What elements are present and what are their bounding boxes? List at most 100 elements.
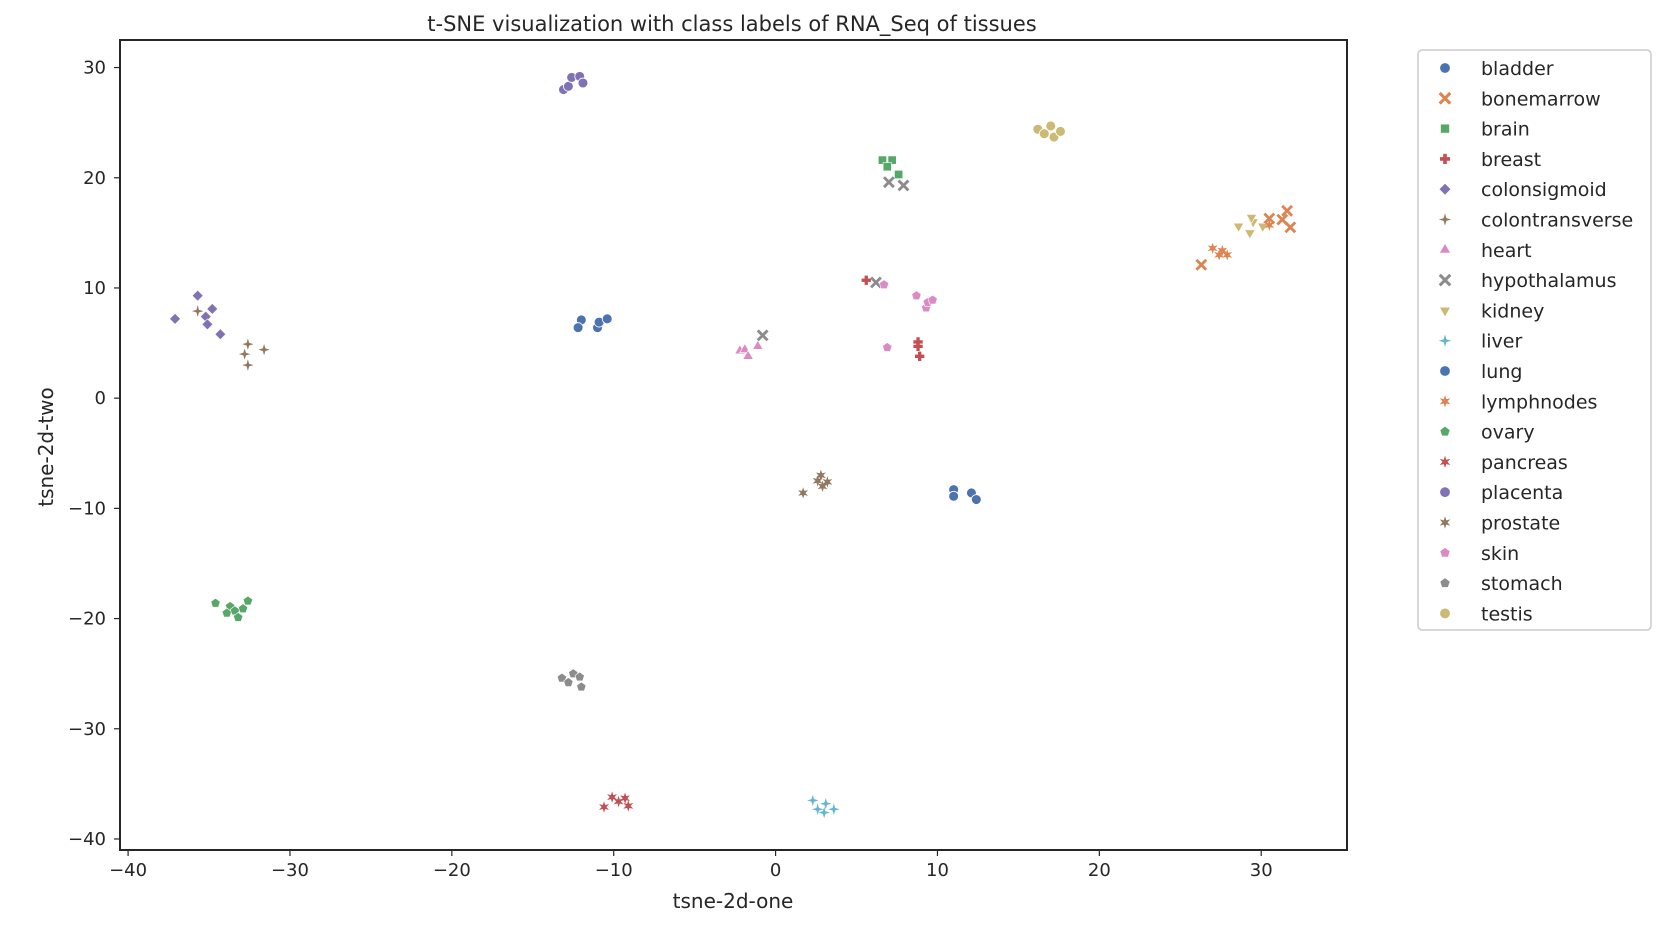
legend-label-colontransverse: colontransverse [1481,210,1633,232]
kidney-point [1257,222,1269,233]
heart-legend-marker [1438,242,1452,254]
hypothalamus-point [870,276,882,289]
pancreas-point [599,801,609,813]
placenta-point [577,77,589,89]
legend-label-lung: lung [1481,361,1522,383]
legend-label-ovary: ovary [1481,422,1535,444]
brain-legend-marker [1440,123,1450,134]
x-tick-label: 10 [926,860,949,881]
legend-label-liver: liver [1481,331,1522,353]
bonemarrow-point [1281,204,1294,217]
ovary-legend-marker [1439,425,1451,437]
breast-point [914,351,925,361]
legend-label-skin: skin [1481,543,1519,565]
kidney-legend-marker [1438,306,1452,318]
legend-label-bonemarrow: bonemarrow [1481,88,1601,110]
colonsigmoid-point [201,318,214,331]
legend-label-lymphnodes: lymphnodes [1481,391,1597,413]
lung-point [948,490,959,502]
stomach-point [576,681,587,692]
brain-point [882,162,892,172]
skin-point [927,294,938,305]
kidney-point [1232,222,1245,233]
legend-label-heart: heart [1481,240,1532,262]
bonemarrow-point [1263,212,1276,225]
prostate-point [798,487,809,499]
x-axis-label: tsne-2d-one [673,889,794,913]
prostate-point [822,476,833,488]
hypothalamus-point [756,329,769,342]
legend-label-testis: testis [1481,603,1533,625]
hypothalamus-point [897,179,910,192]
colonsigmoid-point [191,289,204,302]
kidney-point [1245,214,1258,225]
heart-point [739,343,751,353]
liver-point [811,803,824,815]
placenta-point [563,80,574,92]
ovary-point [242,595,253,606]
bladder-point [572,322,584,333]
stomach-point [563,677,574,687]
liver-legend-marker [1438,334,1452,347]
x-tick-label: −20 [433,860,471,881]
y-tick-label: −10 [68,498,106,519]
brain-point [877,155,887,165]
pancreas-legend-marker [1439,455,1451,469]
lung-point [970,494,982,505]
kidney-point [1244,229,1256,240]
prostate-legend-marker [1439,516,1451,529]
y-tick-label: −20 [68,609,106,630]
lymphnodes-point [1222,249,1233,261]
ovary-point [210,597,221,608]
bonemarrow-point [1276,213,1289,226]
colonsigmoid-point [214,328,227,341]
lymphnodes-legend-marker [1439,395,1451,408]
hypothalamus-legend-marker [1438,273,1452,287]
legend: bladder bonemarrow brain breast colonsigmoid… [1417,49,1652,631]
legend-label-stomach: stomach [1481,573,1563,595]
y-tick-label: −30 [68,719,106,740]
stomach-point [574,671,585,682]
prostate-point [815,469,826,482]
prostate-point [817,480,828,493]
lymphnodes-point [1214,249,1225,261]
breast-point [913,337,923,347]
lung-legend-marker [1439,365,1451,377]
colontransverse-point [242,359,254,371]
skin-point [882,342,893,352]
x-axis-ticks: −40 −30 −20 −10 0 10 20 30 [109,850,1273,881]
legend-label-pancreas: pancreas [1481,452,1568,474]
liver-point [818,806,830,819]
lymphnodes-point [1207,242,1218,255]
x-tick-label: −30 [271,860,309,881]
legend-label-bladder: bladder [1481,58,1554,80]
y-axis-ticks: −40 −30 −20 −10 0 10 20 30 [68,58,120,850]
prostate-point [812,475,823,487]
colontransverse-legend-marker [1438,213,1452,226]
legend-label-prostate: prostate [1481,513,1560,535]
legend-label-placenta: placenta [1481,482,1563,504]
breast-legend-marker [1439,153,1451,164]
colonsigmoid-legend-marker [1438,182,1452,196]
brain-point [887,155,897,165]
colonsigmoid-point [206,303,219,315]
brain-point [894,169,904,179]
testis-point [1038,128,1050,140]
colontransverse-point [258,343,270,356]
legend-label-breast: breast [1481,149,1541,171]
hypothalamus-point [882,176,895,189]
skin-point [878,279,890,289]
pancreas-point [623,800,634,812]
pancreas-point [607,791,618,803]
placenta-legend-marker [1439,486,1451,498]
legend-label-kidney: kidney [1481,300,1544,322]
liver-point [807,794,819,807]
y-tick-label: 30 [83,58,106,79]
lymphnodes-point [1217,244,1228,257]
x-tick-label: 0 [770,860,781,881]
heart-point [742,349,754,360]
breast-point [861,275,871,285]
colonsigmoid-point [169,312,181,325]
lymphnodes-point [1264,219,1275,231]
